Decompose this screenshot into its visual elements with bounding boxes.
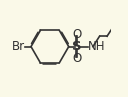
Text: O: O xyxy=(72,28,81,41)
Text: NH: NH xyxy=(88,40,105,53)
Text: S: S xyxy=(72,40,82,53)
Text: O: O xyxy=(72,52,81,65)
Text: Br: Br xyxy=(12,40,25,53)
